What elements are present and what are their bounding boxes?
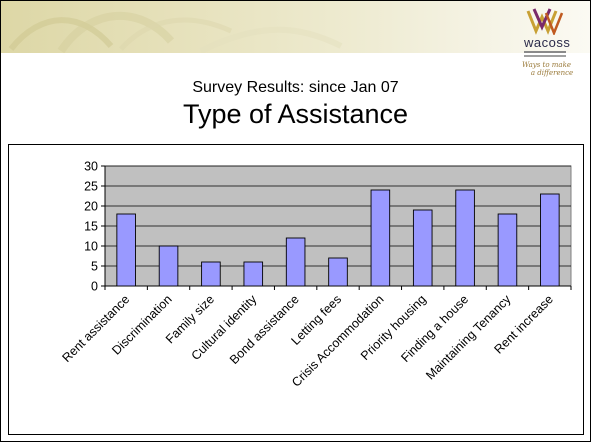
y-tick-label: 15 [84,220,98,234]
y-tick-label: 0 [91,280,98,294]
bar-4 [285,237,306,287]
bar-1 [158,245,179,287]
bar-2 [201,261,221,287]
logo-wordmark: wacoss [524,35,571,50]
y-tick-label: 5 [91,260,98,274]
y-tick-label: 25 [84,180,98,194]
logo-tagline: Ways to make a difference [522,61,574,77]
bar-10 [540,193,560,287]
bar-5 [328,257,348,287]
header-band [1,1,590,53]
bar-6 [370,189,391,287]
bar-9 [497,213,518,287]
slide-subtitle: Survey Results: since Jan 07 [192,79,399,96]
logo-mark-icon [526,8,564,35]
slide-title: Type of Assistance [182,99,409,129]
y-tick-label: 10 [84,240,98,254]
y-tick-label: 30 [84,160,98,174]
bar-3 [243,261,264,287]
bar-7 [412,209,433,287]
y-tick-label: 20 [84,200,98,214]
wacoss-logo: wacoss Ways to make a difference [516,7,586,97]
bar-8 [455,189,475,287]
decorative-swirl [8,11,343,53]
bar-0 [116,213,136,287]
chart-frame: 0 5 10 15 20 25 30 Rent assistance Discriminatio… [8,144,584,435]
